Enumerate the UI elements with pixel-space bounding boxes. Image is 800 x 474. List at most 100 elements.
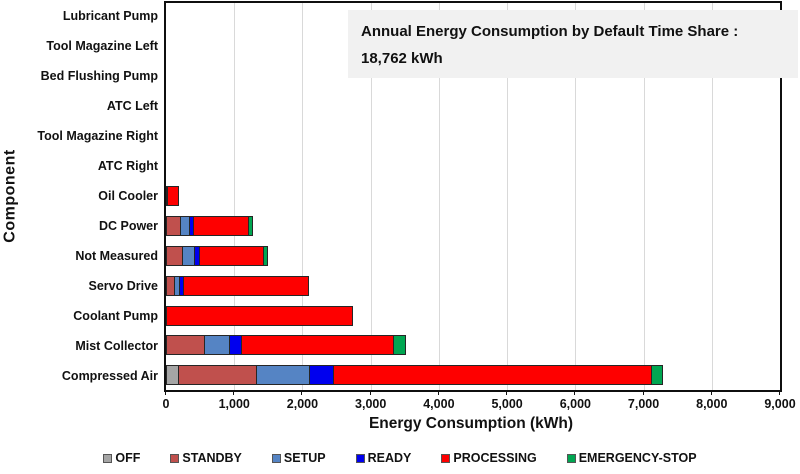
category-label: Servo Drive <box>88 279 158 293</box>
stacked-bar <box>166 246 780 266</box>
x-tick-label: 0 <box>162 397 170 411</box>
x-tick-mark <box>165 390 166 395</box>
bar-segment-emergency-stop <box>248 216 253 237</box>
bar-segment-processing <box>182 275 309 296</box>
category-label: Coolant Pump <box>73 309 158 323</box>
bar-row <box>166 241 780 271</box>
gridline <box>507 3 509 390</box>
legend-item-ready: READY <box>355 451 412 465</box>
category-label: Lubricant Pump <box>62 9 158 23</box>
bar-segment-emergency-stop <box>651 365 664 386</box>
x-tick-mark <box>506 390 508 395</box>
bar-row <box>166 211 780 241</box>
x-axis-label: Energy Consumption (kWh) <box>368 415 574 432</box>
legend-label: READY <box>367 451 412 465</box>
bar-segment-emergency-stop <box>393 335 407 356</box>
x-tick-label: 7,000 <box>627 397 660 411</box>
gridline <box>438 3 440 390</box>
x-tick-label: 4,000 <box>423 397 455 411</box>
bar-segment-standby <box>166 216 181 237</box>
legend-label: STANDBY <box>182 451 242 465</box>
gridline <box>575 3 577 390</box>
x-tick-mark <box>233 390 235 395</box>
category-label: Not Measured <box>75 249 158 263</box>
bar-segment-standby <box>166 246 184 266</box>
x-tick-mark <box>369 390 371 395</box>
x-tick-mark <box>574 390 576 395</box>
category-label: DC Power <box>98 219 158 233</box>
legend-swatch-processing <box>441 453 451 463</box>
bar-segment-processing <box>192 216 250 237</box>
legend-label: EMERGENCY-STOP <box>578 451 697 465</box>
bar-segment-processing <box>198 246 264 266</box>
legend-label: SETUP <box>283 451 326 465</box>
gridline <box>370 3 372 390</box>
bar-segment-ready <box>228 335 243 356</box>
bar-row <box>166 92 780 122</box>
stacked-bar <box>166 97 780 117</box>
x-tick-label: 8,000 <box>696 397 728 411</box>
y-axis-label: Component <box>2 149 19 243</box>
legend-swatch-setup <box>271 453 281 463</box>
stacked-bar <box>166 335 780 356</box>
chart-title-line1: Annual Energy Consumption by Default Tim… <box>361 23 739 40</box>
category-label: ATC Left <box>106 99 158 113</box>
legend-swatch-emergency-stop <box>566 453 576 463</box>
stacked-bar <box>166 216 780 237</box>
legend-item-emergency-stop: EMERGENCY-STOP <box>566 451 697 465</box>
category-label: Tool Magazine Right <box>37 129 158 143</box>
category-label: ATC Right <box>97 159 158 173</box>
category-label: Oil Cooler <box>98 189 158 203</box>
category-label: Bed Flushing Pump <box>40 69 158 83</box>
x-tick-label: 3,000 <box>355 397 387 411</box>
bar-segment-setup <box>256 365 310 386</box>
bar-row <box>166 360 780 390</box>
title-box: Annual Energy Consumption by Default Tim… <box>348 10 798 78</box>
bars-layer <box>166 3 780 390</box>
x-tick-label: 9,000 <box>764 397 796 411</box>
legend-item-setup: SETUP <box>271 451 326 465</box>
stacked-bar <box>166 157 780 177</box>
legend-swatch-off <box>103 453 113 463</box>
plot-area: Annual Energy Consumption by Default Tim… <box>164 1 798 392</box>
stacked-bar <box>166 365 780 386</box>
x-tick-mark <box>642 390 644 395</box>
category-label: Mist Collector <box>75 339 158 353</box>
bar-row <box>166 330 780 360</box>
legend-item-processing: PROCESSING <box>441 451 537 465</box>
bar-row <box>166 182 780 212</box>
gridline <box>643 3 645 390</box>
stacked-bar <box>166 127 780 147</box>
bar-segment-standby <box>166 335 205 356</box>
gridline <box>234 3 236 390</box>
x-tick-mark <box>779 390 780 395</box>
bar-segment-setup <box>203 335 230 356</box>
category-label: Compressed Air <box>61 369 158 383</box>
gridline <box>711 3 713 390</box>
x-tick-label: 2,000 <box>286 397 319 411</box>
stacked-bar <box>166 305 780 326</box>
bar-row <box>166 152 780 182</box>
bar-segment-emergency-stop <box>262 246 269 266</box>
bar-segment-processing <box>167 186 179 207</box>
x-axis: 0 1,000 2,000 3,000 4,000 5,000 6,000 7,000 8,00… <box>162 390 796 416</box>
category-labels-column: Lubricant Pump Tool Magazine Left Bed Flus… <box>20 1 158 391</box>
stacked-bar <box>166 186 780 207</box>
bar-row <box>166 301 780 331</box>
x-tick-label: 1,000 <box>218 397 250 411</box>
x-tick-label: 5,000 <box>491 397 523 411</box>
stacked-bar <box>166 275 780 296</box>
category-label: Tool Magazine Left <box>46 39 158 53</box>
legend-item-off: OFF <box>103 451 140 465</box>
gridline <box>302 3 304 390</box>
bar-segment-processing <box>241 335 395 356</box>
legend-label: PROCESSING <box>453 451 537 465</box>
x-tick-mark <box>301 390 303 395</box>
bar-row <box>166 271 780 301</box>
bar-segment-processing <box>166 305 353 326</box>
bar-segment-standby <box>177 365 258 386</box>
legend-label: OFF <box>115 451 141 465</box>
x-tick-mark <box>710 390 712 395</box>
bar-segment-processing <box>332 365 653 386</box>
